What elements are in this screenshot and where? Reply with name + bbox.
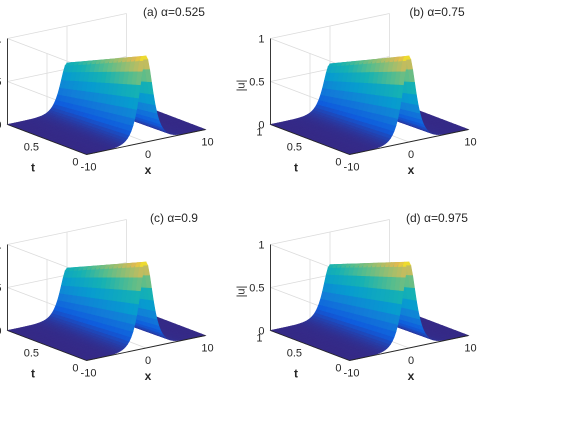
x-tick-label: 0: [145, 149, 151, 161]
x-tick-label: 10: [201, 137, 213, 149]
x-axis-label: x: [408, 369, 415, 383]
y-tick-label: 0: [335, 157, 341, 169]
z-tick-label: 0.5: [249, 283, 264, 295]
y-tick-label: 0.5: [287, 142, 302, 154]
surface: [269, 261, 470, 361]
z-tick-label: 0: [0, 326, 2, 338]
z-tick-label: 1: [0, 240, 2, 252]
x-tick-label: 0: [145, 355, 151, 367]
z-tick-label: 0.5: [0, 283, 2, 295]
z-tick-label: 1: [258, 240, 264, 252]
y-tick-label: 0: [72, 157, 78, 169]
z-tick-label: 0: [0, 120, 2, 132]
z-axis-label: |u|: [236, 80, 248, 92]
x-tick-label: -10: [81, 368, 97, 380]
x-axis-label: x: [145, 369, 152, 383]
surface: [6, 55, 207, 155]
surface: [269, 55, 470, 155]
chart-title: (b) α=0.75: [409, 5, 465, 19]
y-tick-label: 1: [256, 127, 262, 139]
z-tick-label: 0: [258, 326, 264, 338]
y-tick-label: 0: [335, 363, 341, 375]
x-axis-label: x: [408, 163, 415, 177]
chart-title: (c) α=0.9: [150, 211, 198, 225]
x-tick-label: -10: [81, 162, 97, 174]
x-axis-label: x: [145, 163, 152, 177]
y-axis-label: t: [294, 161, 298, 175]
x-tick-label: -10: [344, 162, 360, 174]
y-tick-label: 0.5: [287, 348, 302, 360]
surface: [6, 261, 207, 361]
z-tick-label: 0.5: [249, 77, 264, 89]
chart-title: (d) α=0.975: [406, 211, 468, 225]
y-tick-label: 0.5: [24, 348, 39, 360]
z-tick-label: 1: [0, 34, 2, 46]
y-axis-label: t: [31, 161, 35, 175]
chart-title: (a) α=0.525: [143, 5, 205, 19]
y-axis-label: t: [294, 367, 298, 381]
z-axis-label: |u|: [236, 286, 248, 298]
y-axis-label: t: [31, 367, 35, 381]
x-tick-label: 0: [408, 149, 414, 161]
x-tick-label: -10: [344, 368, 360, 380]
z-tick-label: 0: [258, 120, 264, 132]
y-tick-label: 0: [72, 363, 78, 375]
y-tick-label: 0.5: [24, 142, 39, 154]
z-tick-label: 1: [258, 34, 264, 46]
x-tick-label: 0: [408, 355, 414, 367]
x-tick-label: 10: [464, 343, 476, 355]
z-tick-label: 0.5: [0, 77, 2, 89]
x-tick-label: 10: [201, 343, 213, 355]
y-tick-label: 1: [256, 333, 262, 345]
x-tick-label: 10: [464, 137, 476, 149]
